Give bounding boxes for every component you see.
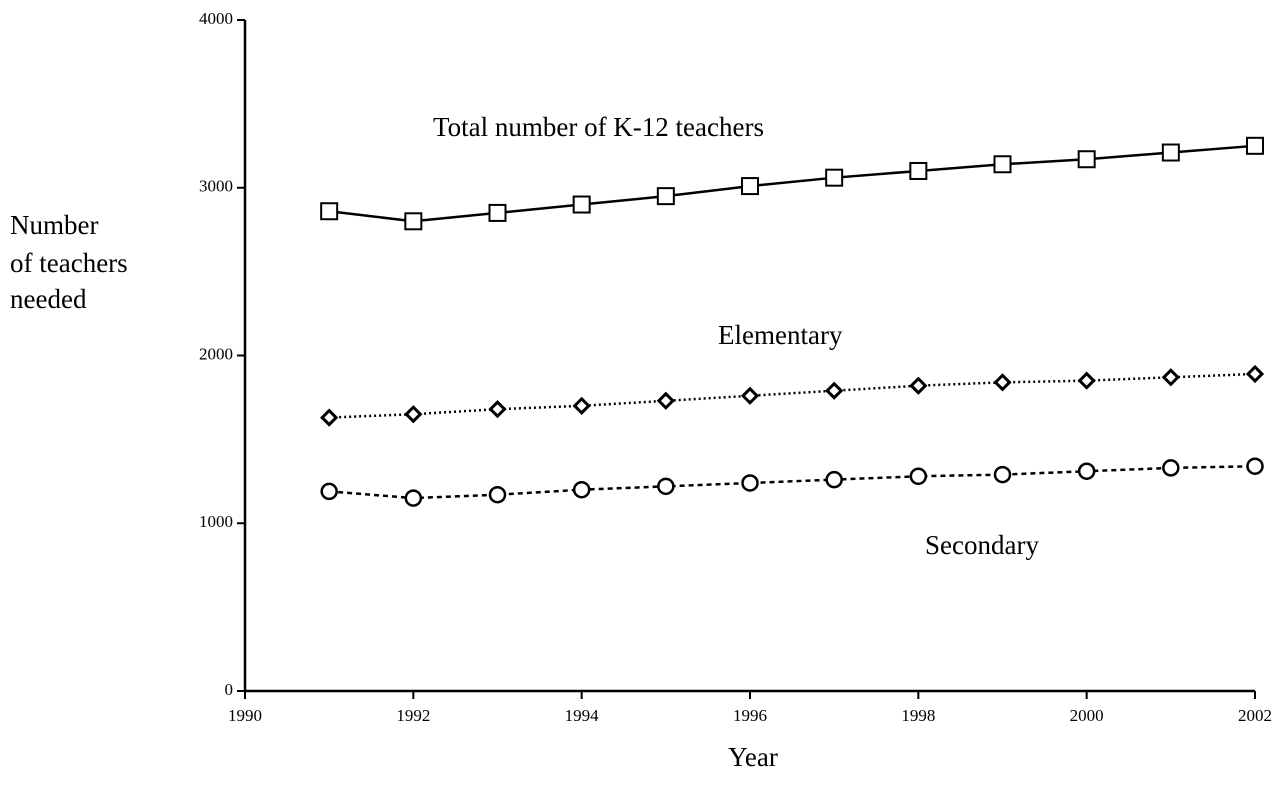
series-label: Elementary: [718, 320, 843, 350]
series-line: [329, 144, 1256, 223]
y-axis-label: Number: [10, 210, 98, 240]
marker: [909, 467, 928, 486]
x-axis-label: Year: [728, 742, 778, 772]
marker: [572, 396, 591, 415]
marker: [993, 155, 1012, 174]
marker: [404, 489, 423, 507]
y-tick-label: 3000: [199, 177, 233, 196]
marker: [1246, 457, 1264, 475]
marker: [1077, 462, 1096, 480]
marker: [656, 187, 675, 206]
series-line: [329, 372, 1256, 419]
y-axis-label: of teachers: [10, 248, 128, 278]
marker: [572, 480, 591, 499]
marker: [1162, 459, 1180, 477]
y-tick-label: 4000: [199, 9, 233, 28]
x-tick-label: 2000: [1070, 706, 1104, 725]
marker: [657, 477, 675, 496]
x-tick-label: 1998: [901, 706, 935, 725]
marker: [741, 474, 759, 492]
y-tick-label: 1000: [199, 512, 233, 531]
marker: [993, 373, 1012, 392]
series-label: Total number of K-12 teachers: [433, 112, 764, 142]
marker: [1161, 143, 1180, 162]
marker: [825, 470, 843, 489]
x-tick-label: 1990: [228, 706, 262, 725]
marker: [656, 391, 675, 410]
marker: [1077, 371, 1096, 390]
x-tick-label: 1994: [565, 706, 600, 725]
marker: [740, 386, 760, 405]
y-axis-label: needed: [10, 284, 87, 314]
marker: [404, 405, 423, 424]
marker: [1246, 136, 1264, 155]
marker: [404, 212, 423, 231]
marker: [572, 195, 591, 214]
y-tick-label: 2000: [199, 344, 233, 363]
marker: [909, 376, 928, 395]
marker: [1077, 150, 1096, 169]
series-line: [329, 464, 1256, 500]
marker: [825, 381, 844, 400]
marker: [825, 168, 844, 187]
marker: [488, 400, 507, 419]
marker: [909, 161, 928, 180]
x-tick-label: 1992: [396, 706, 430, 725]
marker: [1161, 368, 1180, 387]
x-tick-label: 2002: [1238, 706, 1272, 725]
series-label: Secondary: [925, 530, 1039, 560]
marker: [993, 465, 1012, 484]
marker: [1245, 364, 1265, 384]
marker: [488, 203, 507, 222]
marker: [320, 202, 339, 221]
x-tick-label: 1996: [733, 706, 767, 725]
marker: [320, 408, 339, 427]
marker: [488, 485, 507, 504]
marker: [320, 482, 338, 501]
y-tick-label: 0: [225, 680, 234, 699]
marker: [741, 177, 759, 196]
